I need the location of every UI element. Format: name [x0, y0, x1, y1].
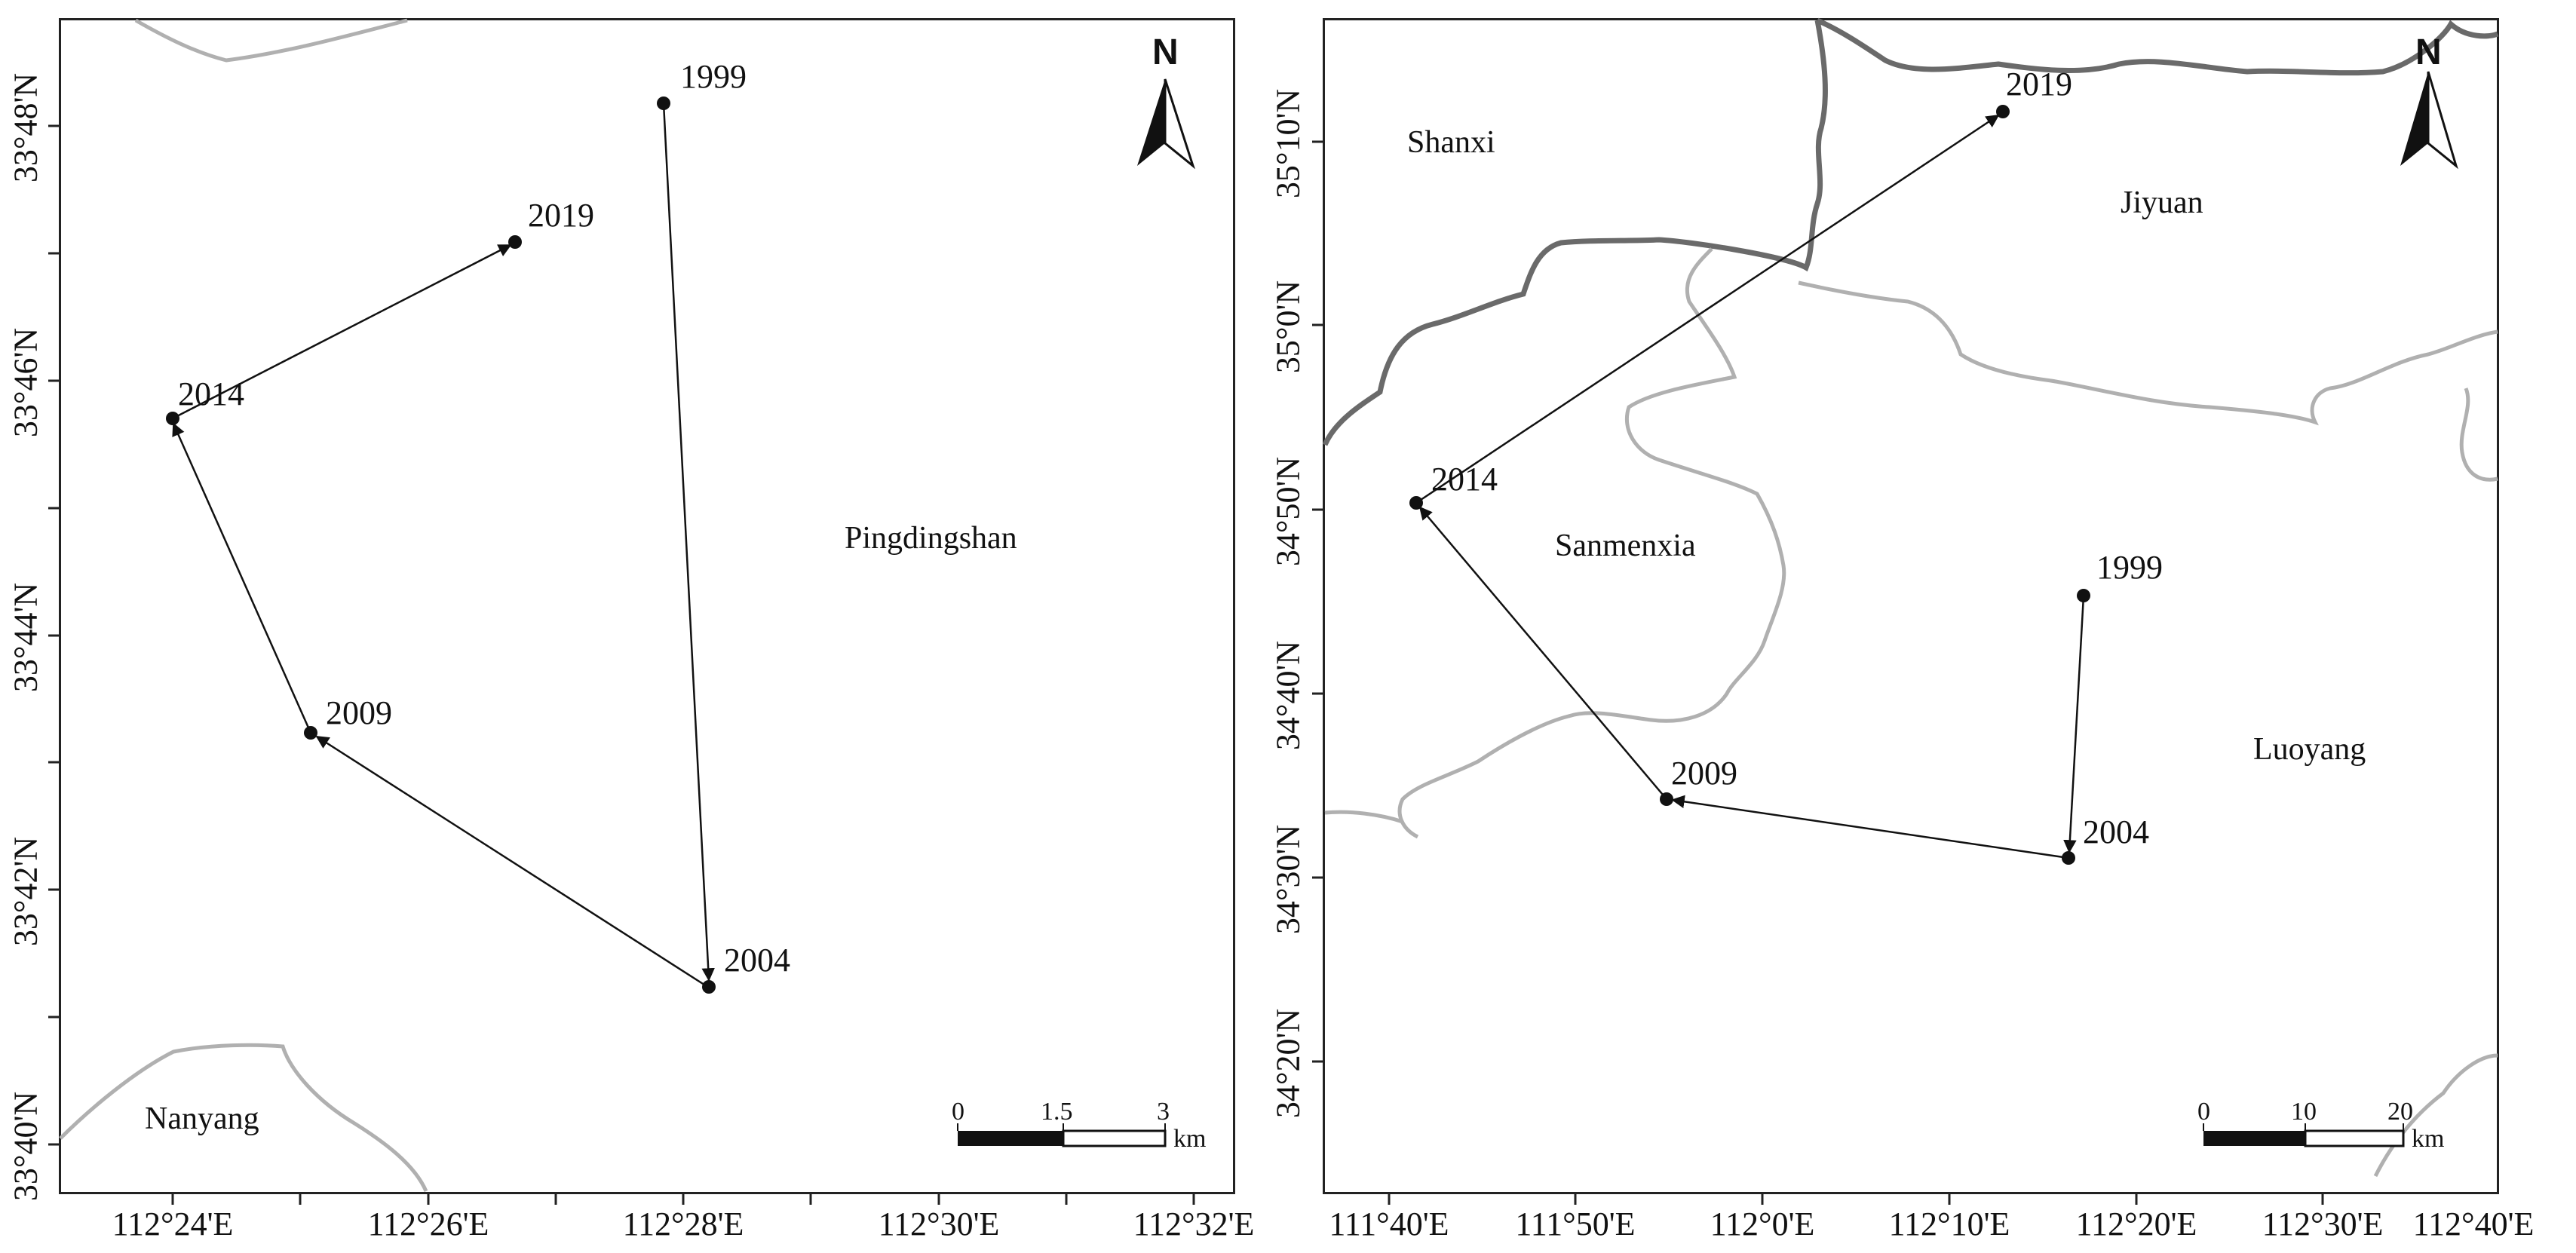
right-x-tick-label: 112°40'E — [2412, 1206, 2535, 1242]
left-x-tick-label: 112°26'E — [367, 1206, 489, 1242]
right-north-arrow-icon — [2400, 71, 2458, 170]
right-scale-unit: km — [2412, 1125, 2445, 1153]
right-y-tick-label: 34°30'N — [1269, 824, 1307, 935]
right-track-2014-2019 — [1415, 114, 2000, 504]
right-x-tick-label: 111°40'E — [1329, 1206, 1449, 1242]
left-year-label: 1999 — [680, 58, 747, 95]
right-scale-tick: 10 — [2291, 1098, 2317, 1126]
right-point-2019 — [1996, 105, 2010, 118]
left-x-tick-label: 112°30'E — [878, 1206, 1000, 1242]
left-scale-unit: km — [1173, 1125, 1207, 1153]
left-boundary-top — [134, 18, 408, 63]
right-y-tick-label: 35°0'N — [1269, 280, 1307, 374]
right-x-tick-label: 112°20'E — [2075, 1206, 2197, 1242]
right-boundary-shanxi — [1322, 20, 1828, 446]
right-point-2009 — [1660, 792, 1673, 806]
left-point-2014 — [166, 412, 179, 425]
right-boundary-southeast — [2373, 1053, 2498, 1178]
right-boundary-east — [2459, 388, 2498, 482]
right-x-tick-label: 112°30'E — [2262, 1206, 2384, 1242]
left-north-label: N — [1152, 32, 1179, 72]
left-boundary-nanyang — [59, 1043, 428, 1193]
right-map-frame — [1323, 18, 2499, 1194]
left-year-label: 2009 — [326, 694, 392, 731]
left-track-points — [166, 97, 716, 994]
right-x-tick-label: 112°0'E — [1710, 1206, 1815, 1242]
right-year-label: 2009 — [1671, 755, 1737, 792]
right-boundary-shanxi-east — [1816, 17, 2499, 76]
left-year-label: 2019 — [528, 197, 594, 234]
left-point-2019 — [508, 235, 522, 249]
right-region-label: Shanxi — [1407, 125, 1495, 160]
right-region-label: Luoyang — [2253, 732, 2366, 767]
left-point-2004 — [702, 980, 716, 994]
right-north-label: N — [2415, 32, 2442, 72]
right-track-2004-2009 — [1671, 795, 2069, 859]
right-scale-tick: 20 — [2387, 1098, 2413, 1126]
left-point-2009 — [304, 726, 317, 740]
left-north-arrow-icon — [1137, 78, 1195, 170]
right-year-label: 2019 — [2006, 66, 2072, 103]
right-region-label: Sanmenxia — [1555, 528, 1696, 563]
right-boundary-jiyuan — [1798, 280, 2498, 426]
right-year-label: 2014 — [1431, 461, 1498, 498]
right-point-2014 — [1409, 496, 1423, 510]
right-point-1999 — [2077, 589, 2090, 602]
right-scale-tick: 0 — [2197, 1098, 2210, 1126]
right-x-tick-label: 111°50'E — [1515, 1206, 1636, 1242]
right-y-tick-label: 34°20'N — [1269, 1008, 1307, 1119]
right-y-tick-label: 34°40'N — [1269, 640, 1307, 751]
left-x-tick-label: 112°24'E — [112, 1206, 234, 1242]
right-point-2004 — [2062, 851, 2075, 865]
left-scale-tick: 3 — [1157, 1098, 1170, 1126]
left-year-label: 2004 — [724, 942, 790, 979]
right-track-lines — [1415, 114, 2085, 859]
right-year-label: 2004 — [2083, 813, 2149, 850]
left-x-tick-label: 112°32'E — [1133, 1206, 1255, 1242]
left-track-2009-2014 — [172, 422, 312, 734]
left-track-2014-2019 — [172, 244, 512, 420]
left-scale-tick: 1.5 — [1041, 1098, 1073, 1126]
left-x-tick-label: 112°28'E — [622, 1206, 744, 1242]
right-axis-ticks — [1312, 140, 2324, 1205]
right-scale-bar — [2203, 1123, 2405, 1147]
left-axis-ticks — [48, 124, 1195, 1205]
right-y-tick-label: 34°50'N — [1269, 456, 1307, 567]
right-track-2009-2014 — [1418, 506, 1667, 800]
left-track-1999-2004 — [662, 103, 715, 982]
left-region-label: Nanyang — [145, 1101, 259, 1136]
right-x-tick-label: 112°10'E — [1888, 1206, 2010, 1242]
left-track-lines — [172, 103, 715, 989]
right-track-1999-2004 — [2063, 595, 2085, 853]
left-year-label: 2014 — [178, 375, 244, 412]
right-boundary-sanmenxia — [1397, 247, 1786, 839]
right-boundary-southwest — [1324, 810, 1403, 824]
right-region-label: Jiyuan — [2121, 185, 2203, 220]
right-track-points — [1409, 105, 2090, 865]
right-y-tick-label: 35°10'N — [1269, 88, 1307, 199]
left-point-1999 — [657, 97, 670, 110]
left-scale-bar — [957, 1123, 1167, 1147]
left-track-2004-2009 — [315, 735, 710, 989]
left-region-label: Pingdingshan — [845, 521, 1017, 556]
right-year-label: 1999 — [2096, 549, 2163, 586]
left-scale-tick: 0 — [952, 1098, 964, 1126]
